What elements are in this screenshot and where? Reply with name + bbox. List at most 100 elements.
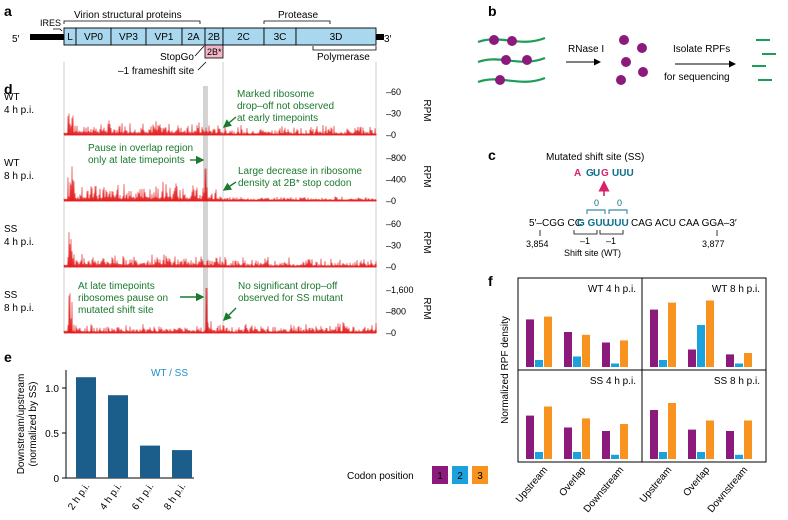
- track-time-label: 8 h p.i.: [4, 171, 34, 182]
- density-trace: [63, 113, 377, 136]
- f-bar: [744, 420, 752, 459]
- f-legend-swatch: [472, 466, 488, 484]
- f-x-tick-label: Upstream: [638, 465, 674, 505]
- minus1-b: –1: [606, 236, 616, 246]
- f-bar: [611, 363, 619, 367]
- shift-site-guide: [203, 86, 208, 333]
- utr5-bar: [30, 34, 64, 40]
- f-bar: [735, 454, 743, 459]
- genome-segment-label: 3C: [274, 32, 287, 43]
- f-bar: [697, 325, 705, 367]
- f-x-tick-label: Overlap: [557, 465, 588, 499]
- ribosome: [619, 35, 629, 45]
- ribosome: [637, 43, 647, 53]
- f-legend-label: 2: [457, 471, 463, 482]
- f-bar: [582, 334, 590, 367]
- track-sample-label: WT: [4, 92, 20, 103]
- genome-boxes: L VP0 VP3 VP1 2A 2B 2C 3C 3D: [63, 27, 377, 46]
- f-bar: [659, 452, 667, 459]
- e-x-tick-label: 8 h p.i.: [162, 481, 188, 512]
- f-subplot-title: SS 8 h p.i.: [714, 376, 760, 387]
- f-legend-title: Codon position: [347, 471, 414, 482]
- track-tick: –30: [386, 241, 401, 251]
- f-bar: [726, 354, 734, 367]
- ss-mut-UUU: UUU: [612, 168, 634, 179]
- polymerase-label: Polymerase: [317, 52, 370, 63]
- ann-1-arrow: [222, 116, 237, 128]
- e-y-tick-label: 0.5: [45, 429, 59, 440]
- ribosome: [495, 75, 505, 85]
- genome-segment-label: 3D: [330, 32, 343, 43]
- frameshift-leader: [197, 61, 207, 71]
- shift-site-wt: Shift site (WT): [564, 248, 621, 258]
- f-legend-label: 1: [437, 471, 443, 482]
- density-trace: [63, 287, 377, 334]
- virion-bracket: [63, 20, 201, 24]
- track-sample-label: SS: [4, 224, 18, 235]
- density-trace: [63, 232, 377, 268]
- f-bar: [526, 415, 534, 459]
- frame0-bracket: [586, 209, 606, 214]
- e-y-label-line1: Downstream/upstream: [16, 374, 27, 475]
- f-bar: [620, 340, 628, 367]
- ann-1-line3: at early timepoints: [237, 113, 318, 124]
- f-bar: [602, 342, 610, 367]
- ss-title: Mutated shift site (SS): [546, 152, 644, 163]
- genome-segment-label: VP3: [119, 32, 138, 43]
- panel-e-label: e: [4, 349, 12, 365]
- f-bar: [602, 431, 610, 459]
- panel-f-label: f: [488, 273, 493, 289]
- f-bar: [688, 349, 696, 367]
- ires-leader: [53, 28, 63, 32]
- f-subplot-title: WT 8 h p.i.: [712, 284, 760, 295]
- ribosome: [507, 36, 517, 46]
- ann-5-line2: observed for SS mutant: [238, 293, 343, 304]
- f-bar: [573, 356, 581, 367]
- zero-2: 0: [617, 198, 622, 208]
- f-bar: [668, 302, 676, 367]
- ann-2-line2: only at late timepoints: [88, 155, 185, 166]
- f-bar: [650, 309, 658, 367]
- protected-ribosomes: [616, 35, 648, 85]
- track-tick: –60: [386, 87, 401, 97]
- ann-1-line2: drop–off not observed: [237, 101, 334, 112]
- track-tick: –400: [386, 175, 406, 185]
- track-tick: –60: [386, 219, 401, 229]
- e-x-tick-label: 6 h p.i.: [130, 481, 156, 512]
- three-prime-label: 3′: [384, 34, 392, 45]
- ss-mut-A: A: [574, 168, 581, 179]
- f-x-tick-label: Downstream: [706, 465, 751, 515]
- panel-a-label: a: [4, 3, 12, 19]
- frameshift-product-label: 2B*: [207, 47, 222, 57]
- f-x-tick-label: Overlap: [681, 465, 712, 499]
- track-unit-label: RPM: [421, 297, 432, 319]
- minus1-a: –1: [580, 236, 590, 246]
- e-y-tick-label: 1.0: [45, 384, 59, 395]
- f-bar: [744, 353, 752, 367]
- ann-5-line1: No significant drop–off: [238, 281, 338, 292]
- f-bar: [573, 452, 581, 459]
- ann-3-line1: Large decrease in ribosome: [238, 166, 362, 177]
- f-bar: [564, 332, 572, 367]
- ann-4-line1: At late timepoints: [78, 281, 155, 292]
- ribosome: [621, 57, 631, 67]
- track-time-label: 4 h p.i.: [4, 237, 34, 248]
- f-bar: [582, 418, 590, 459]
- track-unit-label: RPM: [421, 165, 432, 187]
- mrna-with-ribosomes: [477, 35, 546, 85]
- track-tick: –1,600: [386, 285, 414, 295]
- ann-5-arrow: [223, 307, 237, 321]
- ribosome: [638, 67, 648, 77]
- track-unit-label: RPM: [421, 99, 432, 121]
- density-trace: [63, 166, 377, 202]
- rnase-label: RNase I: [568, 44, 604, 55]
- panel-f-chart: Normalized RPF density WT 4 h p.i. WT 8 h …: [347, 277, 767, 515]
- track-sample-label: WT: [4, 158, 20, 169]
- seq-uuu: UUU: [607, 218, 629, 229]
- frameshift-site-label: –1 frameshift site: [118, 66, 195, 77]
- ann-4-line2: ribosomes pause on: [78, 293, 168, 304]
- genome-segment-label: 2C: [237, 32, 250, 43]
- f-bar: [620, 424, 628, 459]
- track-tick: –800: [386, 153, 406, 163]
- mrna-strand: [477, 56, 546, 64]
